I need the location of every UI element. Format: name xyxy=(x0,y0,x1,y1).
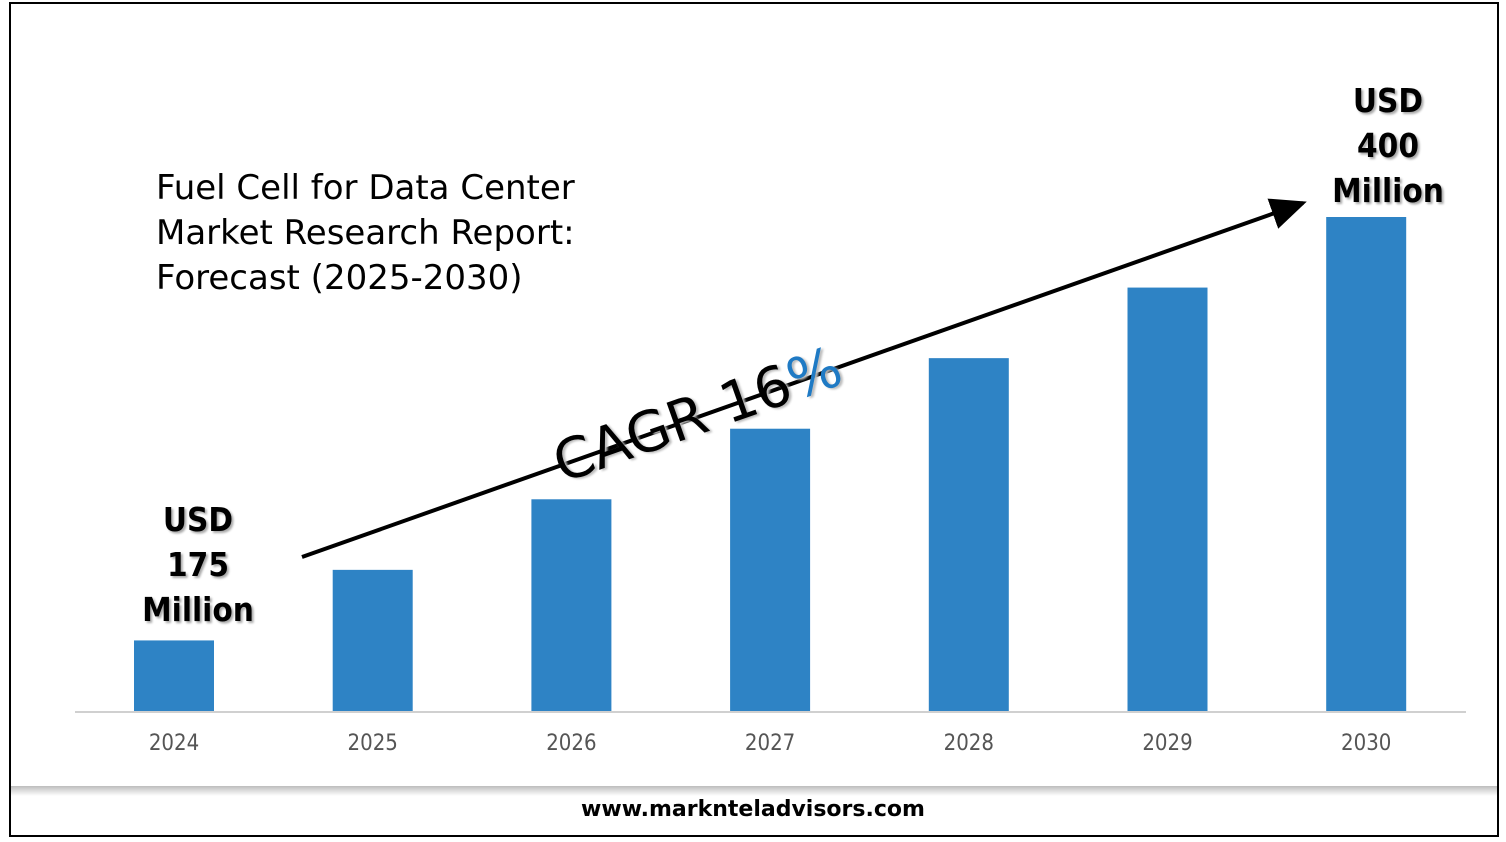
bar-2028 xyxy=(928,358,1009,711)
footer-website: www.marknteladvisors.com xyxy=(581,797,925,822)
start-label-currency: USD xyxy=(162,500,234,539)
bar-2027 xyxy=(730,428,811,711)
start-label-unit: Million xyxy=(142,590,254,629)
x-tick-label: 2024 xyxy=(149,731,199,756)
start-label-value: 175 xyxy=(167,545,229,584)
end-value-label: USD 400 Million xyxy=(1306,78,1470,213)
x-tick-label: 2028 xyxy=(944,731,994,756)
title-line-2: Market Research Report: xyxy=(156,213,575,253)
chart-title: Fuel Cell for Data Center Market Researc… xyxy=(156,166,575,301)
chart-frame xyxy=(9,2,1499,837)
bar-2030 xyxy=(1326,217,1407,711)
footer-divider xyxy=(11,786,1497,796)
x-tick-label: 2026 xyxy=(546,731,596,756)
title-line-1: Fuel Cell for Data Center xyxy=(156,168,575,208)
end-label-value: 400 xyxy=(1357,126,1419,165)
bar-2025 xyxy=(332,569,413,711)
bar-2029 xyxy=(1127,287,1208,711)
title-line-3: Forecast (2025-2030) xyxy=(156,258,523,298)
start-value-label: USD 175 Million xyxy=(118,497,278,632)
bar-2026 xyxy=(531,499,612,711)
x-tick-label: 2030 xyxy=(1341,731,1391,756)
growth-arrow xyxy=(301,198,1307,559)
bar-2024 xyxy=(134,640,214,711)
end-label-unit: Million xyxy=(1332,171,1444,210)
end-label-currency: USD xyxy=(1352,81,1424,120)
x-tick-label: 2025 xyxy=(348,731,398,756)
x-tick-label: 2027 xyxy=(745,731,795,756)
x-tick-label: 2029 xyxy=(1142,731,1192,756)
